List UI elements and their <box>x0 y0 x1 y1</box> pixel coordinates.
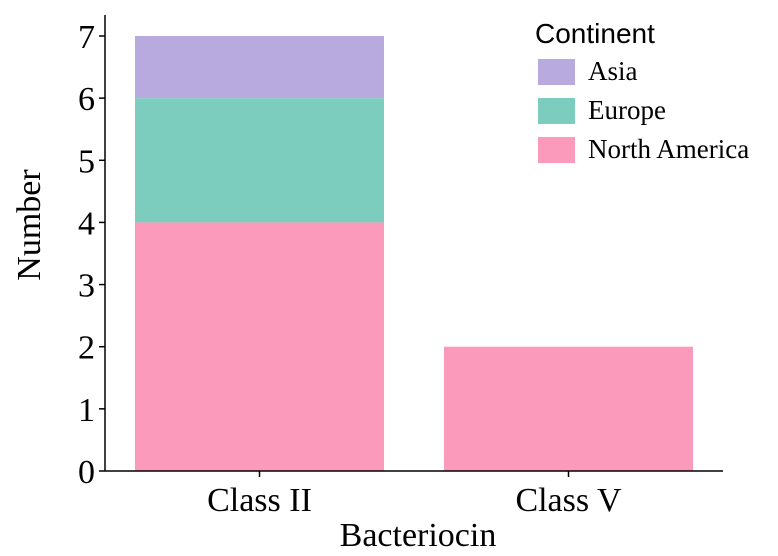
bar-class-ii-asia <box>135 36 384 99</box>
legend-swatch-asia <box>538 59 575 85</box>
y-tick-label: 1 <box>78 392 95 429</box>
y-tick-label: 2 <box>78 330 95 367</box>
y-axis-title: Number <box>11 169 48 281</box>
x-tick-label-class-ii: Class II <box>207 482 312 519</box>
x-axis-title: Bacteriocin <box>340 517 497 554</box>
y-tick-label: 0 <box>78 454 95 491</box>
legend-items: Asia Europe North America <box>538 56 749 164</box>
legend-label-europe: Europe <box>588 95 666 125</box>
bar-class-ii-north-america <box>135 222 384 471</box>
y-tick-label: 5 <box>78 143 95 180</box>
axes-group <box>104 15 723 472</box>
y-tick-label: 4 <box>78 205 95 242</box>
bar-class-ii-europe <box>135 98 384 223</box>
x-tick-label-class-v: Class V <box>515 482 622 519</box>
legend-label-asia: Asia <box>588 56 638 86</box>
bars-group <box>135 36 693 471</box>
y-ticks-group: 0 1 2 3 4 5 6 7 <box>78 19 105 491</box>
y-tick-label: 6 <box>78 81 95 118</box>
legend-swatch-north-america <box>538 137 575 163</box>
legend-swatch-europe <box>538 98 575 124</box>
legend-title: Continent <box>535 18 655 49</box>
y-tick-label: 3 <box>78 268 95 305</box>
legend-label-north-america: North America <box>588 134 749 164</box>
bar-class-v-north-america <box>444 346 693 471</box>
x-ticks-group: Class II Class V <box>207 471 622 519</box>
legend: Continent Asia Europe North America <box>535 18 749 164</box>
y-tick-label: 7 <box>78 19 95 56</box>
